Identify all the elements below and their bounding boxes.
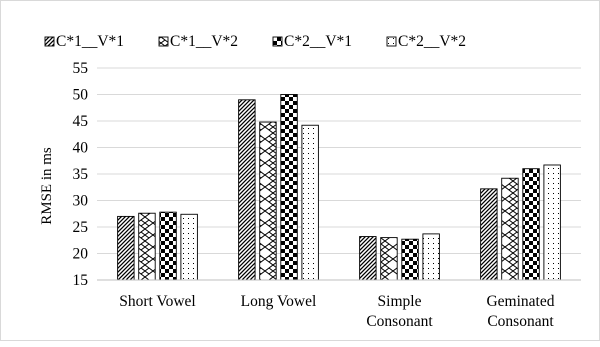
bars — [117, 94, 561, 281]
legend-swatch-c-2-v-1 — [272, 36, 283, 47]
bar-c-1-v-2-geminated-consonant — [501, 177, 519, 281]
bar-c-1-v-1-simple-consonant — [359, 236, 377, 281]
bar-c-1-v-2-simple-consonant — [380, 237, 398, 281]
y-axis-ticks: 15 20 25 30 35 40 45 50 55 — [73, 60, 89, 289]
x-category-label: Simple — [378, 293, 422, 310]
x-category-label: Consonant — [366, 313, 433, 330]
y-tick-label: 40 — [73, 140, 89, 157]
y-tick-label: 35 — [73, 166, 89, 183]
y-tick-label: 50 — [73, 87, 89, 104]
legend-swatch-c-2-v-2 — [386, 36, 397, 47]
bar-c-2-v-2-geminated-consonant — [543, 164, 561, 281]
x-category-label: Short Vowel — [119, 293, 196, 310]
gridlines — [97, 67, 581, 254]
y-tick-label: 30 — [73, 193, 89, 210]
bar-c-2-v-2-simple-consonant — [422, 233, 440, 281]
legend: C*1__V*1 C*1__V*2 C*2__V*1 C*2__V*2 — [44, 33, 466, 50]
legend-label-c-2-v-1: C*2__V*1 — [284, 33, 352, 50]
bar-c-2-v-2-long-vowel — [301, 124, 319, 281]
legend-swatch-c-1-v-1 — [44, 36, 55, 47]
legend-label-c-1-v-2: C*1__V*2 — [170, 33, 238, 50]
bar-c-2-v-1-short-vowel — [159, 211, 177, 281]
y-tick-label: 45 — [73, 113, 89, 130]
y-tick-label: 20 — [73, 246, 89, 263]
legend-swatch-c-1-v-2 — [158, 36, 169, 47]
bar-c-1-v-1-geminated-consonant — [480, 188, 498, 281]
x-axis-labels: Short Vowel Long Vowel Simple Consonant Gemi… — [119, 293, 555, 330]
bar-c-1-v-1-short-vowel — [117, 215, 135, 281]
bar-c-1-v-1-long-vowel — [238, 99, 256, 281]
bar-c-2-v-2-short-vowel — [180, 213, 198, 281]
legend-label-c-2-v-2: C*2__V*2 — [398, 33, 466, 50]
y-tick-label: 25 — [73, 219, 89, 236]
x-category-label: Consonant — [487, 313, 554, 330]
y-tick-label: 55 — [73, 60, 89, 77]
y-axis-title: RMSE in ms — [39, 147, 55, 225]
x-category-label: Long Vowel — [241, 293, 317, 310]
bar-c-2-v-1-long-vowel — [280, 94, 298, 281]
legend-label-c-1-v-1: C*1__V*1 — [56, 33, 124, 50]
bar-c-2-v-1-geminated-consonant — [522, 168, 540, 281]
bar-c-2-v-1-simple-consonant — [401, 238, 419, 281]
y-tick-label: 15 — [73, 272, 89, 289]
bar-c-1-v-2-short-vowel — [138, 212, 156, 281]
x-category-label: Geminated — [486, 293, 554, 310]
bar-c-1-v-2-long-vowel — [259, 121, 277, 281]
